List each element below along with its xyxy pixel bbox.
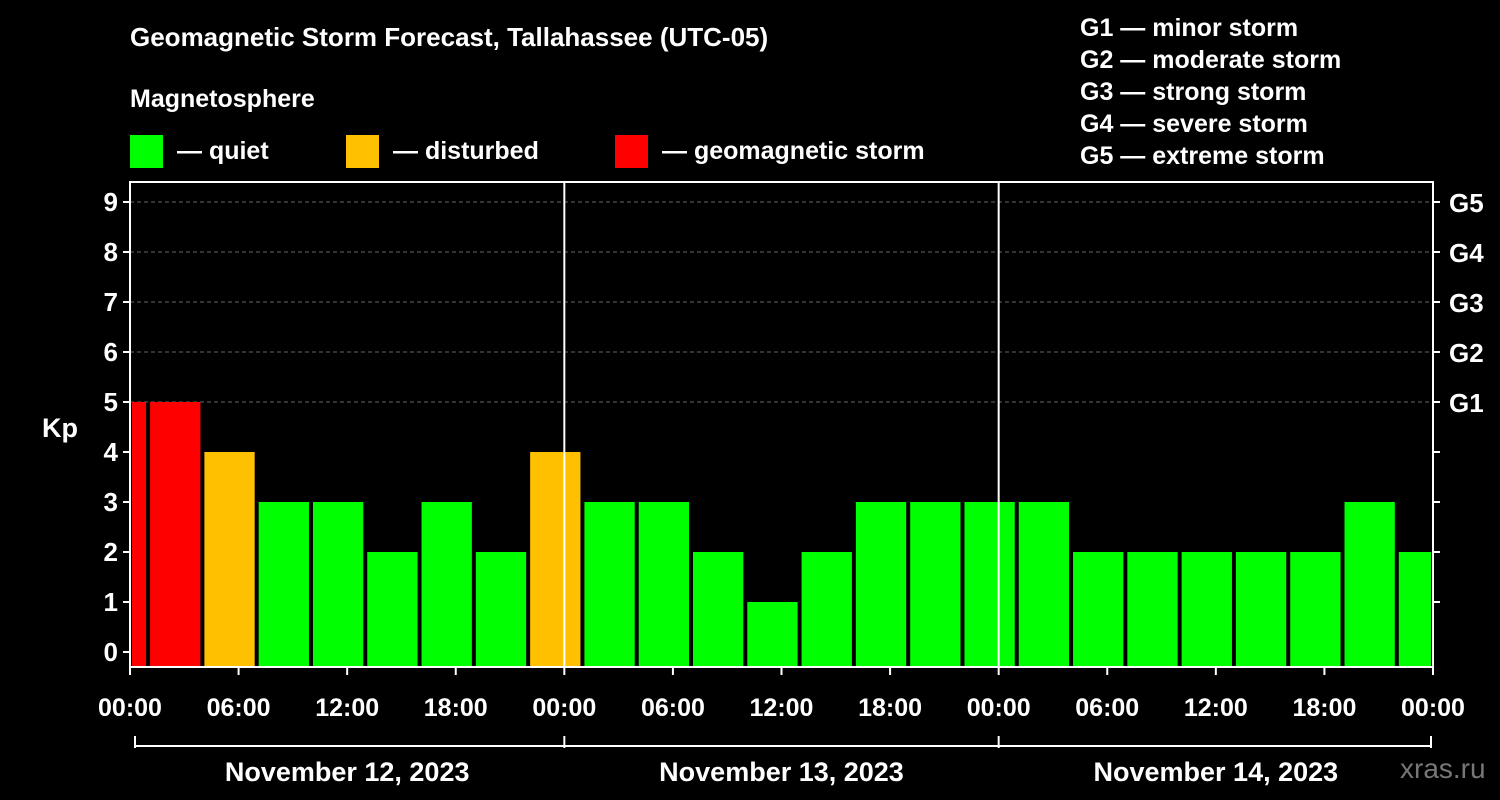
storm-scale-g1: G1 — minor storm xyxy=(1080,14,1299,42)
storm-scale-legend: G1 — minor storm G2 — moderate storm G3 … xyxy=(1080,12,1341,172)
bar-6 xyxy=(421,502,472,667)
date-label-1: November 13, 2023 xyxy=(659,757,904,787)
bar-8 xyxy=(530,452,581,667)
x-tick-label-4: 00:00 xyxy=(532,694,596,722)
x-tick-label-10: 12:00 xyxy=(1184,694,1248,722)
bar-7 xyxy=(475,552,527,667)
bar-10 xyxy=(638,502,690,667)
bar-15 xyxy=(910,502,961,667)
y-axis-label: Kp xyxy=(42,413,78,443)
bar-9 xyxy=(584,502,635,667)
legend-storm-swatch xyxy=(615,134,648,168)
bar-23 xyxy=(1344,502,1395,667)
bar-14 xyxy=(855,502,907,667)
y-tick-label-3: 3 xyxy=(104,487,118,517)
chart-subtitle: Magnetosphere xyxy=(130,85,315,113)
legend-quiet-swatch xyxy=(130,134,163,168)
y-tick-label-2: 2 xyxy=(104,537,118,567)
storm-scale-g5: G5 — extreme storm xyxy=(1080,142,1325,170)
x-tick-label-8: 00:00 xyxy=(967,694,1031,722)
legend-disturbed-label: — disturbed xyxy=(393,136,539,165)
bar-18 xyxy=(1073,552,1124,667)
bar-13 xyxy=(801,552,852,667)
legend-storm-label: — geomagnetic storm xyxy=(662,136,925,165)
bar-0 xyxy=(132,402,147,667)
y-tick-label-0: 0 xyxy=(104,637,118,667)
x-tick-label-0: 00:00 xyxy=(98,694,162,722)
bar-22 xyxy=(1290,552,1341,667)
y-tick-label-9: 9 xyxy=(104,187,118,217)
bar-20 xyxy=(1181,552,1232,667)
legend-disturbed: — disturbed xyxy=(346,134,539,168)
bar-24 xyxy=(1398,552,1431,667)
bar-17 xyxy=(1018,502,1070,667)
y-tick-label-7: 7 xyxy=(104,287,118,317)
right-tick-label-G4: G4 xyxy=(1449,238,1484,268)
storm-scale-g2: G2 — moderate storm xyxy=(1080,46,1342,74)
bar-3 xyxy=(258,502,309,667)
y-tick-label-8: 8 xyxy=(104,237,118,267)
chart-title: Geomagnetic Storm Forecast, Tallahassee … xyxy=(130,22,769,52)
bar-11 xyxy=(693,552,744,667)
bar-12 xyxy=(747,602,798,667)
storm-scale-g4: G4 — severe storm xyxy=(1080,110,1308,138)
right-tick-label-G3: G3 xyxy=(1449,288,1484,318)
x-tick-label-1: 06:00 xyxy=(207,694,271,722)
bar-21 xyxy=(1235,552,1287,667)
x-tick-label-2: 12:00 xyxy=(315,694,379,722)
y-tick-label-5: 5 xyxy=(104,387,118,417)
y-tick-label-6: 6 xyxy=(104,337,118,367)
x-tick-label-5: 06:00 xyxy=(641,694,705,722)
x-tick-label-9: 06:00 xyxy=(1075,694,1139,722)
legend-storm: — geomagnetic storm xyxy=(615,134,925,168)
right-tick-label-G2: G2 xyxy=(1449,338,1484,368)
y-tick-label-1: 1 xyxy=(104,587,118,617)
legend-disturbed-swatch xyxy=(346,134,379,168)
y-tick-label-4: 4 xyxy=(104,437,119,467)
right-tick-label-G5: G5 xyxy=(1449,188,1484,218)
watermark: xras.ru xyxy=(1400,753,1486,784)
right-tick-label-G1: G1 xyxy=(1449,388,1484,418)
storm-scale-g3: G3 — strong storm xyxy=(1080,78,1307,106)
bar-5 xyxy=(367,552,418,667)
bar-2 xyxy=(204,452,255,667)
x-tick-label-11: 18:00 xyxy=(1292,694,1356,722)
legend-quiet-label: — quiet xyxy=(177,136,269,165)
x-tick-label-12: 00:00 xyxy=(1401,694,1465,722)
bar-19 xyxy=(1127,552,1178,667)
date-label-2: November 14, 2023 xyxy=(1094,757,1339,787)
x-tick-label-3: 18:00 xyxy=(424,694,488,722)
legend-quiet: — quiet xyxy=(130,134,269,168)
bar-1 xyxy=(150,402,201,667)
date-label-0: November 12, 2023 xyxy=(225,757,470,787)
bar-16 xyxy=(964,502,1015,667)
bar-4 xyxy=(312,502,364,667)
x-tick-label-7: 18:00 xyxy=(858,694,922,722)
x-tick-label-6: 12:00 xyxy=(750,694,814,722)
